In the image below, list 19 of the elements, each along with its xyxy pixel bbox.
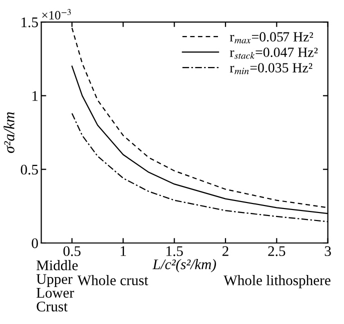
legend-label: r$_{min}$=0.035 Hz² bbox=[230, 63, 312, 74]
x-tick-label: 1.5 bbox=[166, 246, 183, 256]
text: Whole lithosphere bbox=[224, 275, 330, 288]
text: Middle Upper Lower Crust bbox=[36, 260, 78, 312]
x-tick-label: 0.5 bbox=[63, 246, 81, 256]
y-tick-label: 0.5 bbox=[20, 164, 38, 175]
text: ×10$^{−3}$ bbox=[42, 8, 71, 20]
x-axis-title: L/c²(s²/km) bbox=[152, 259, 216, 272]
x-tick-label: 1 bbox=[120, 246, 126, 256]
y-tick-label: 1.5 bbox=[22, 17, 38, 28]
y-tick-label: 1 bbox=[32, 91, 38, 101]
x-tick-label: 2 bbox=[222, 246, 228, 256]
x-tick-label: 2.5 bbox=[268, 246, 286, 256]
legend-label: r$_{stack}$=0.047 Hz² bbox=[230, 48, 318, 59]
y-axis-title: σ²a/km bbox=[4, 112, 14, 153]
legend-label: r$_{max}$=0.057 Hz² bbox=[230, 32, 314, 44]
x-tick-label: 3 bbox=[324, 246, 331, 256]
y-tick-label: 0 bbox=[32, 238, 38, 248]
text: Whole crust bbox=[77, 275, 148, 286]
